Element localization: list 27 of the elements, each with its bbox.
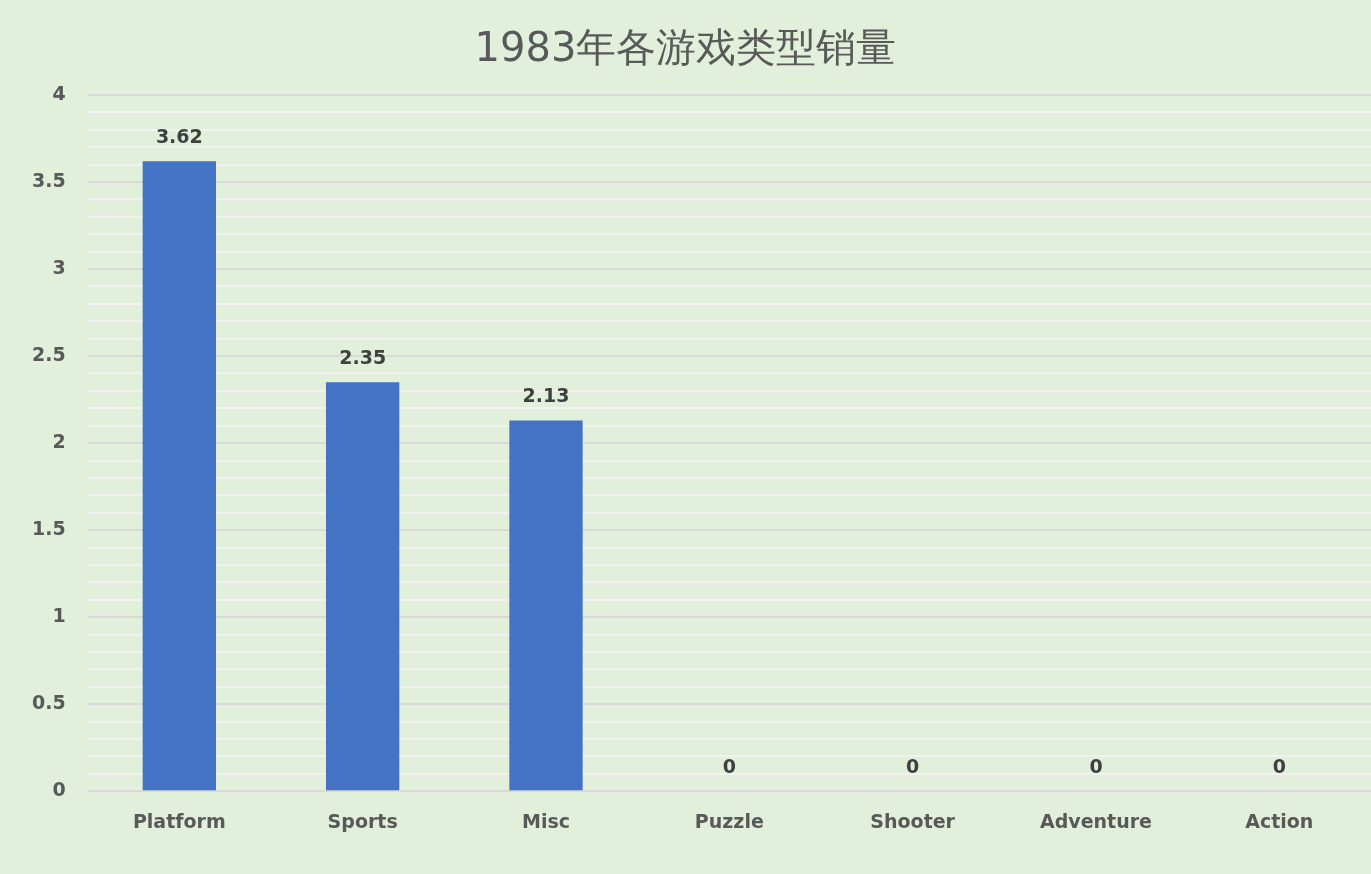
x-tick-label: Sports — [327, 809, 398, 832]
y-tick-label: 4 — [52, 81, 66, 104]
data-label: 2.13 — [522, 383, 570, 406]
y-tick-label: 0 — [52, 778, 66, 801]
x-tick-label: Shooter — [870, 809, 956, 832]
data-label: 0 — [906, 754, 920, 777]
y-tick-label: 1.5 — [31, 517, 66, 540]
data-label: 0 — [1089, 754, 1103, 777]
data-label: 0 — [722, 754, 736, 777]
x-tick-label: Platform — [132, 809, 226, 832]
data-label: 3.62 — [155, 124, 203, 147]
bar — [325, 382, 400, 791]
data-label: 0 — [1272, 754, 1286, 777]
y-tick-label: 2 — [52, 430, 66, 453]
x-tick-label: Misc — [521, 809, 570, 832]
x-tick-label: Puzzle — [694, 809, 764, 832]
y-tick-label: 1 — [52, 604, 66, 627]
bar — [509, 420, 583, 791]
x-tick-label: Adventure — [1040, 809, 1152, 832]
x-tick-label: Action — [1245, 809, 1314, 832]
chart-title: 1983年各游戏类型销量 — [473, 23, 898, 72]
y-tick-label: 2.5 — [31, 343, 66, 366]
y-tick-label: 3.5 — [31, 168, 66, 191]
y-tick-label: 0.5 — [31, 691, 66, 714]
bar — [142, 161, 216, 791]
y-tick-label: 3 — [52, 255, 66, 278]
data-label: 2.35 — [339, 345, 387, 368]
